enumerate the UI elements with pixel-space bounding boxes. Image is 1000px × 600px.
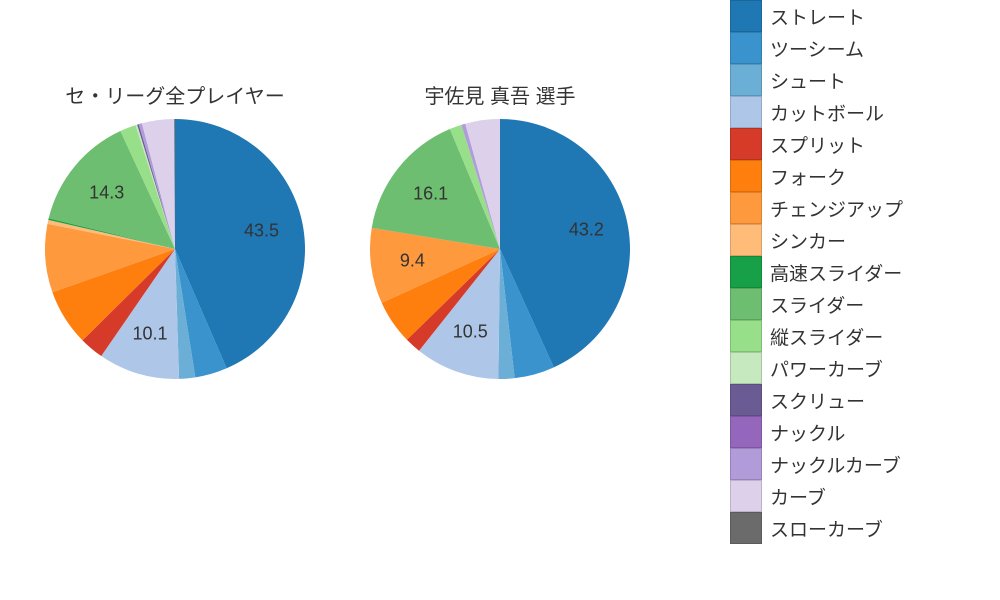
legend-item: チェンジアップ bbox=[730, 192, 980, 224]
left-chart-title: セ・リーグ全プレイヤー bbox=[45, 80, 305, 109]
legend-label: ストレート bbox=[770, 3, 865, 30]
legend-item: スクリュー bbox=[730, 384, 980, 416]
legend-item: シュート bbox=[730, 64, 980, 96]
legend-label: チェンジアップ bbox=[770, 195, 903, 222]
legend-item: フォーク bbox=[730, 160, 980, 192]
legend-swatch bbox=[730, 224, 762, 256]
legend-item: ツーシーム bbox=[730, 32, 980, 64]
left-pie-holder: 43.5 10.1 14.3 bbox=[45, 119, 305, 379]
legend-swatch bbox=[730, 480, 762, 512]
pie-slice-label: 10.5 bbox=[453, 322, 488, 343]
legend-label: フォーク bbox=[770, 163, 846, 190]
legend-label: カーブ bbox=[770, 483, 826, 510]
legend-swatch bbox=[730, 352, 762, 384]
legend-swatch bbox=[730, 416, 762, 448]
legend-swatch bbox=[730, 288, 762, 320]
legend-swatch bbox=[730, 384, 762, 416]
legend-label: 縦スライダー bbox=[770, 323, 883, 350]
legend-label: スプリット bbox=[770, 131, 865, 158]
legend-label: 高速スライダー bbox=[770, 259, 902, 286]
legend-swatch bbox=[730, 64, 762, 96]
legend-swatch bbox=[730, 0, 762, 32]
pie-slice-label: 43.5 bbox=[244, 221, 279, 242]
legend-item: スプリット bbox=[730, 128, 980, 160]
legend-swatch bbox=[730, 128, 762, 160]
legend-label: ナックルカーブ bbox=[770, 451, 901, 478]
legend-item: パワーカーブ bbox=[730, 352, 980, 384]
legend-label: ツーシーム bbox=[770, 35, 864, 62]
legend-item: スローカーブ bbox=[730, 512, 980, 544]
pie-slice-label: 16.1 bbox=[413, 184, 448, 205]
legend-label: パワーカーブ bbox=[770, 355, 883, 382]
legend-swatch bbox=[730, 96, 762, 128]
legend-swatch bbox=[730, 32, 762, 64]
legend: ストレートツーシームシュートカットボールスプリットフォークチェンジアップシンカー… bbox=[730, 0, 980, 544]
legend-swatch bbox=[730, 512, 762, 544]
legend-label: シュート bbox=[770, 67, 846, 94]
pie-slice-label: 14.3 bbox=[89, 182, 124, 203]
legend-item: スライダー bbox=[730, 288, 980, 320]
legend-item: ナックルカーブ bbox=[730, 448, 980, 480]
legend-item: カーブ bbox=[730, 480, 980, 512]
legend-item: 高速スライダー bbox=[730, 256, 980, 288]
right-pie-chart: 宇佐見 真吾 選手 43.2 10.5 9.4 16.1 bbox=[370, 80, 630, 384]
pie-slice-label: 10.1 bbox=[133, 323, 168, 344]
legend-swatch bbox=[730, 192, 762, 224]
legend-swatch bbox=[730, 160, 762, 192]
legend-swatch bbox=[730, 448, 762, 480]
legend-swatch bbox=[730, 320, 762, 352]
right-chart-title: 宇佐見 真吾 選手 bbox=[370, 80, 630, 109]
legend-label: スライダー bbox=[770, 291, 864, 318]
legend-label: スローカーブ bbox=[770, 515, 883, 542]
legend-item: カットボール bbox=[730, 96, 980, 128]
legend-item: ストレート bbox=[730, 0, 980, 32]
chart-container: セ・リーグ全プレイヤー 43.5 10.1 14.3 宇佐見 真吾 選手 43.2 1… bbox=[0, 0, 1000, 600]
pie-slice-label: 9.4 bbox=[400, 250, 425, 271]
legend-item: シンカー bbox=[730, 224, 980, 256]
legend-label: スクリュー bbox=[770, 387, 865, 414]
left-pie-chart: セ・リーグ全プレイヤー 43.5 10.1 14.3 bbox=[45, 80, 305, 384]
right-pie-holder: 43.2 10.5 9.4 16.1 bbox=[370, 119, 630, 379]
legend-label: ナックル bbox=[770, 419, 845, 446]
legend-label: カットボール bbox=[770, 99, 884, 126]
pie-slice-label: 43.2 bbox=[569, 220, 604, 241]
legend-item: ナックル bbox=[730, 416, 980, 448]
legend-item: 縦スライダー bbox=[730, 320, 980, 352]
legend-swatch bbox=[730, 256, 762, 288]
legend-label: シンカー bbox=[770, 227, 846, 254]
